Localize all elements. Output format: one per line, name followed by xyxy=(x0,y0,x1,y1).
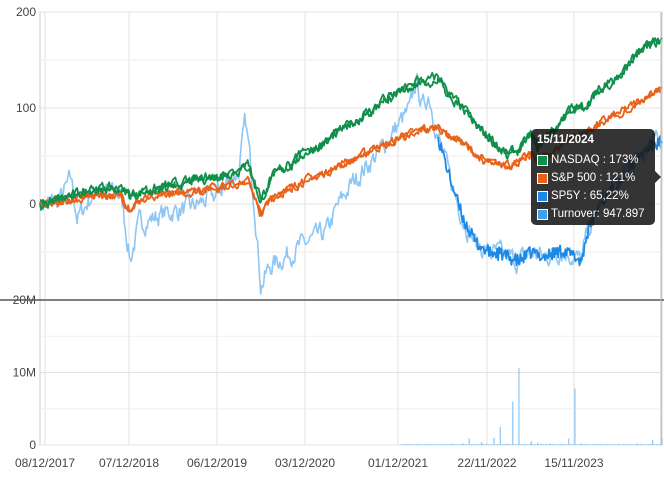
series-line-nasdaq-top xyxy=(39,37,663,211)
tooltip-label-sp500: S&P 500 : 121% xyxy=(551,172,636,184)
x-tick-label: 01/12/2021 xyxy=(368,456,428,470)
tooltip-date: 15/11/2024 xyxy=(537,134,594,146)
volume-tick-label: 0 xyxy=(29,438,36,452)
plot-frame xyxy=(39,11,663,446)
tooltip-swatch-turnover xyxy=(537,208,548,220)
tooltip-swatch-sp5y xyxy=(537,190,548,202)
series-line-sp5y xyxy=(39,73,663,295)
y-tick-label: 200 xyxy=(16,5,36,19)
tooltip-row-nasdaq: NASDAQ : 173% xyxy=(537,152,649,168)
tooltip-row-turnover: Turnover: 947.897 xyxy=(537,206,649,222)
x-tick-label: 22/11/2022 xyxy=(457,456,516,470)
tooltip-row-sp500: S&P 500 : 121% xyxy=(537,170,649,186)
tooltip-label-sp5y: SP5Y : 65,22% xyxy=(551,190,629,202)
y-tick-label: 100 xyxy=(16,101,36,115)
x-tick-label: 07/12/2018 xyxy=(99,456,159,470)
tooltip-swatch-nasdaq xyxy=(537,154,548,166)
volume-tick-label: 10M xyxy=(13,366,36,380)
x-tick-label: 03/12/2020 xyxy=(275,456,335,470)
tooltip-swatch-sp500 xyxy=(537,172,548,184)
tooltip-label-nasdaq: NASDAQ : 173% xyxy=(551,154,639,166)
x-tick-label: 06/12/2019 xyxy=(187,456,247,470)
tooltip: 15/11/2024 NASDAQ : 173% S&P 500 : 121% … xyxy=(531,129,661,225)
x-tick-label: 08/12/2017 xyxy=(15,456,75,470)
x-tick-label: 15/11/2023 xyxy=(544,456,603,470)
tooltip-row-sp5y: SP5Y : 65,22% xyxy=(537,188,649,204)
tooltip-label-turnover: Turnover: 947.897 xyxy=(551,208,645,220)
y-tick-label: 0 xyxy=(29,197,36,211)
